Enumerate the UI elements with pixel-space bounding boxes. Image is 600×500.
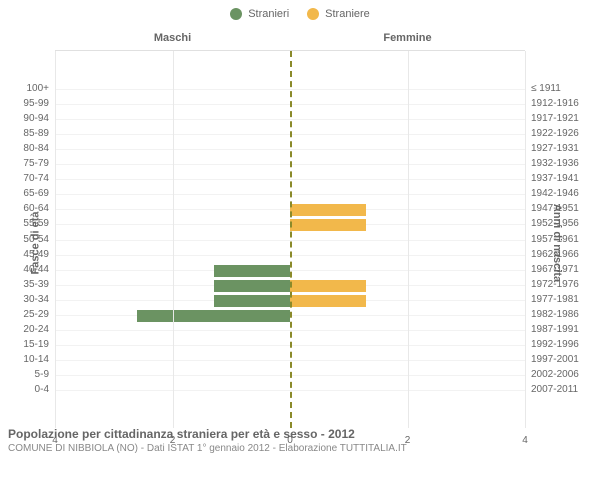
age-label: 35-39 <box>23 279 49 290</box>
age-label: 85-89 <box>23 128 49 139</box>
age-label: 60-64 <box>23 203 49 214</box>
birth-label: 1972-1976 <box>531 279 579 290</box>
age-label: 50-54 <box>23 234 49 245</box>
x-gridline <box>525 51 526 428</box>
birth-label: 1977-1981 <box>531 294 579 305</box>
bar-male <box>137 310 290 322</box>
chart: Maschi Femmine Fasce di età Anni di nasc… <box>0 28 600 458</box>
birth-label: ≤ 1911 <box>531 83 561 94</box>
panel-titles: Maschi Femmine <box>55 32 525 48</box>
birth-label: 1942-1946 <box>531 188 579 199</box>
caption-title: Popolazione per cittadinanza straniera p… <box>8 427 592 441</box>
plot-area: 42024100+≤ 191195-991912-191690-941917-1… <box>55 50 525 428</box>
birth-label: 2002-2006 <box>531 369 579 380</box>
age-label: 40-44 <box>23 264 49 275</box>
bar-male <box>214 265 290 277</box>
bar-male <box>214 295 290 307</box>
age-label: 25-29 <box>23 309 49 320</box>
age-label: 0-4 <box>35 384 49 395</box>
x-gridline <box>55 51 56 428</box>
age-label: 95-99 <box>23 98 49 109</box>
birth-label: 1947-1951 <box>531 203 579 214</box>
age-label: 90-94 <box>23 113 49 124</box>
birth-label: 1962-1966 <box>531 249 579 260</box>
bar-female <box>290 219 366 231</box>
legend-label-male: Stranieri <box>248 8 289 20</box>
age-label: 75-79 <box>23 158 49 169</box>
age-label: 30-34 <box>23 294 49 305</box>
birth-label: 1992-1996 <box>531 339 579 350</box>
birth-label: 1932-1936 <box>531 158 579 169</box>
center-line <box>290 51 292 428</box>
legend-item-female: Straniere <box>307 8 370 20</box>
birth-label: 1967-1971 <box>531 264 579 275</box>
birth-label: 1982-1986 <box>531 309 579 320</box>
birth-label: 1927-1931 <box>531 143 579 154</box>
age-label: 55-59 <box>23 218 49 229</box>
birth-label: 1917-1921 <box>531 113 579 124</box>
legend-label-female: Straniere <box>325 8 370 20</box>
age-label: 70-74 <box>23 173 49 184</box>
x-gridline <box>408 51 409 428</box>
birth-label: 2007-2011 <box>531 384 578 395</box>
age-label: 10-14 <box>23 354 49 365</box>
birth-label: 1997-2001 <box>531 354 579 365</box>
birth-label: 1937-1941 <box>531 173 579 184</box>
age-label: 5-9 <box>35 369 49 380</box>
age-label: 15-19 <box>23 339 49 350</box>
birth-label: 1957-1961 <box>531 234 579 245</box>
birth-label: 1922-1926 <box>531 128 579 139</box>
caption: Popolazione per cittadinanza straniera p… <box>8 427 592 454</box>
bar-female <box>290 295 366 307</box>
birth-label: 1987-1991 <box>531 324 579 335</box>
caption-subtitle: COMUNE DI NIBBIOLA (NO) - Dati ISTAT 1° … <box>8 443 592 454</box>
legend: Stranieri Straniere <box>0 0 600 28</box>
panel-title-male: Maschi <box>55 32 290 48</box>
bar-female <box>290 280 366 292</box>
panel-title-female: Femmine <box>290 32 525 48</box>
age-label: 65-69 <box>23 188 49 199</box>
bar-female <box>290 204 366 216</box>
legend-swatch-female <box>307 8 319 20</box>
bar-male <box>214 280 290 292</box>
age-label: 100+ <box>26 83 49 94</box>
age-label: 80-84 <box>23 143 49 154</box>
age-label: 45-49 <box>23 249 49 260</box>
birth-label: 1952-1956 <box>531 218 579 229</box>
age-label: 20-24 <box>23 324 49 335</box>
birth-label: 1912-1916 <box>531 98 579 109</box>
legend-swatch-male <box>230 8 242 20</box>
x-gridline <box>173 51 174 428</box>
legend-item-male: Stranieri <box>230 8 289 20</box>
